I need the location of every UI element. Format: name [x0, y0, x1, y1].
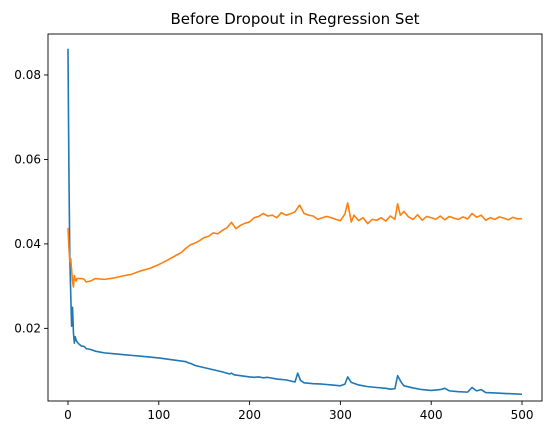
x-tick-label: 500 — [511, 408, 534, 422]
y-tick-label: 0.04 — [14, 237, 41, 251]
plot-frame — [47, 33, 543, 402]
series-line-2 — [67, 202, 523, 288]
y-tick-label: 0.08 — [14, 68, 41, 82]
y-tick-label: 0.02 — [14, 321, 41, 335]
chart-title: Before Dropout in Regression Set — [170, 10, 419, 28]
x-tick-label: 100 — [147, 408, 170, 422]
x-axis: 0 100 200 300 400 500 — [64, 401, 533, 422]
series-line-1 — [67, 48, 523, 396]
x-tick-label: 0 — [64, 408, 72, 422]
y-axis: 0.02 0.04 0.06 0.08 — [14, 68, 48, 335]
y-tick-label: 0.06 — [14, 152, 41, 166]
x-tick-label: 200 — [238, 408, 261, 422]
x-tick-label: 400 — [420, 408, 443, 422]
x-tick-label: 300 — [329, 408, 352, 422]
series-layer — [67, 48, 523, 396]
